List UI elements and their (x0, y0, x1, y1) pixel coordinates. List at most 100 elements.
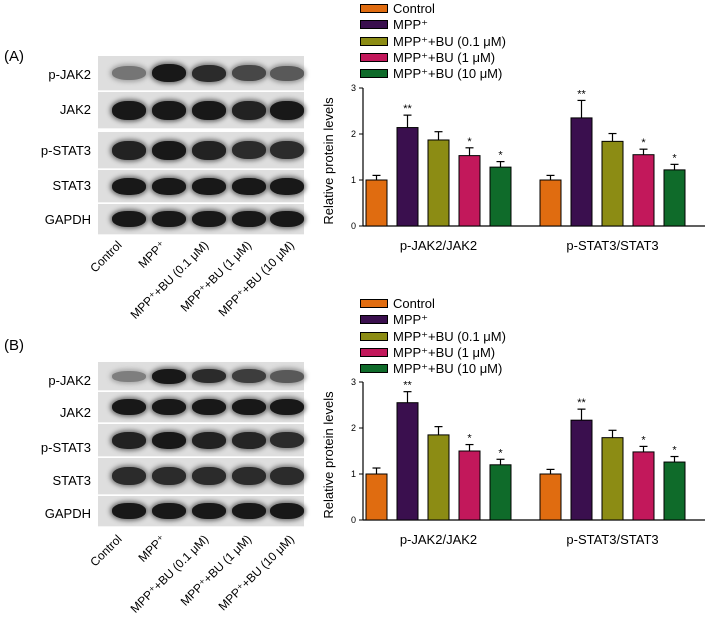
blot-band (112, 211, 146, 227)
bar (365, 473, 388, 521)
blot-band (232, 399, 266, 415)
blot-band (112, 371, 146, 382)
significance-marker: * (498, 447, 503, 459)
blot-band (232, 141, 266, 159)
bar (427, 434, 450, 521)
blot-band (192, 399, 226, 415)
bar (396, 127, 419, 227)
legend-label: MPP⁺+BU (10 μM) (393, 361, 503, 376)
significance-marker: * (672, 152, 677, 164)
lane-label: Control (87, 532, 125, 570)
blot-row-label: STAT3 (52, 178, 91, 193)
western-blot-a (98, 56, 304, 235)
bar (458, 155, 481, 227)
significance-marker: * (641, 434, 646, 446)
blot-band (112, 432, 146, 449)
legend-label: Control (393, 296, 435, 311)
y-tick-label: 3 (351, 83, 356, 93)
blot-band (192, 141, 226, 160)
panel-label-b: (B) (4, 337, 24, 354)
blot-band (192, 211, 226, 227)
bar (427, 139, 450, 227)
y-axis-label: Relative protein levels (321, 97, 336, 225)
y-tick-label: 2 (351, 129, 356, 139)
blot-band (232, 178, 266, 195)
blot-band (192, 65, 226, 82)
blot-band (152, 432, 186, 449)
blot-band (232, 432, 266, 449)
blot-band (112, 101, 146, 120)
blot-strip (98, 92, 304, 129)
blot-band (232, 211, 266, 227)
blot-band (270, 66, 304, 81)
significance-marker: ** (577, 88, 586, 100)
bar (601, 437, 624, 521)
x-category-label: p-JAK2/JAK2 (400, 532, 477, 547)
blot-band (270, 467, 304, 485)
legend-label: MPP⁺+BU (1 μM) (393, 345, 496, 360)
significance-marker: ** (403, 103, 412, 115)
blot-band (152, 64, 186, 82)
blot-band (192, 432, 226, 449)
legend-swatch (360, 299, 388, 308)
bar (458, 450, 481, 521)
blot-band (112, 467, 146, 485)
significance-marker: ** (577, 397, 586, 409)
blot-band (232, 101, 266, 120)
panel-label-a: (A) (4, 48, 24, 65)
significance-marker: * (672, 445, 677, 457)
blot-band (112, 141, 146, 160)
blot-strip (98, 132, 304, 169)
blot-band (270, 101, 304, 120)
significance-marker: * (641, 137, 646, 149)
blot-band (192, 101, 226, 120)
blot-strip (98, 170, 304, 203)
legend-swatch (360, 37, 388, 46)
bar (489, 464, 512, 521)
bar (539, 179, 562, 227)
lane-label: MPP⁺+BU (0.1 μM) (127, 532, 211, 616)
western-blot-b (98, 362, 304, 528)
bar (632, 154, 655, 227)
y-tick-label: 1 (351, 175, 356, 185)
blot-band (152, 369, 186, 384)
y-tick-label: 0 (351, 221, 356, 231)
blot-row-label: GAPDH (44, 212, 91, 227)
y-axis-label: Relative protein levels (321, 391, 336, 519)
lane-label: Control (87, 238, 125, 276)
legend-swatch (360, 69, 388, 78)
bar (365, 179, 388, 227)
blot-band (270, 399, 304, 415)
blot-strip (98, 204, 304, 235)
blot-band (232, 65, 266, 81)
blot-band (152, 503, 186, 519)
blot-band (152, 178, 186, 195)
bar (663, 169, 686, 227)
bar (601, 140, 624, 227)
blot-row-label: p-JAK2 (48, 67, 91, 82)
significance-marker: * (467, 433, 472, 445)
blot-band (192, 178, 226, 195)
blot-strip (98, 362, 304, 391)
blot-band (112, 503, 146, 519)
bar (539, 473, 562, 521)
blot-band (270, 141, 304, 159)
blot-band (112, 66, 146, 80)
blot-strip (98, 496, 304, 527)
blot-band (152, 141, 186, 160)
bar (396, 402, 419, 521)
legend-label: MPP⁺ (393, 17, 429, 32)
y-tick-label: 3 (351, 377, 356, 387)
legend-label: MPP⁺+BU (1 μM) (393, 50, 496, 65)
blot-band (270, 211, 304, 227)
blot-row-label: p-STAT3 (40, 143, 91, 158)
bar (570, 117, 593, 227)
legend-swatch (360, 53, 388, 62)
blot-band (112, 399, 146, 415)
blot-row-label: p-STAT3 (40, 440, 91, 455)
blot-row-label: JAK2 (59, 405, 91, 420)
y-tick-label: 2 (351, 423, 356, 433)
lane-label: MPP⁺+BU (0.1 μM) (127, 238, 211, 322)
